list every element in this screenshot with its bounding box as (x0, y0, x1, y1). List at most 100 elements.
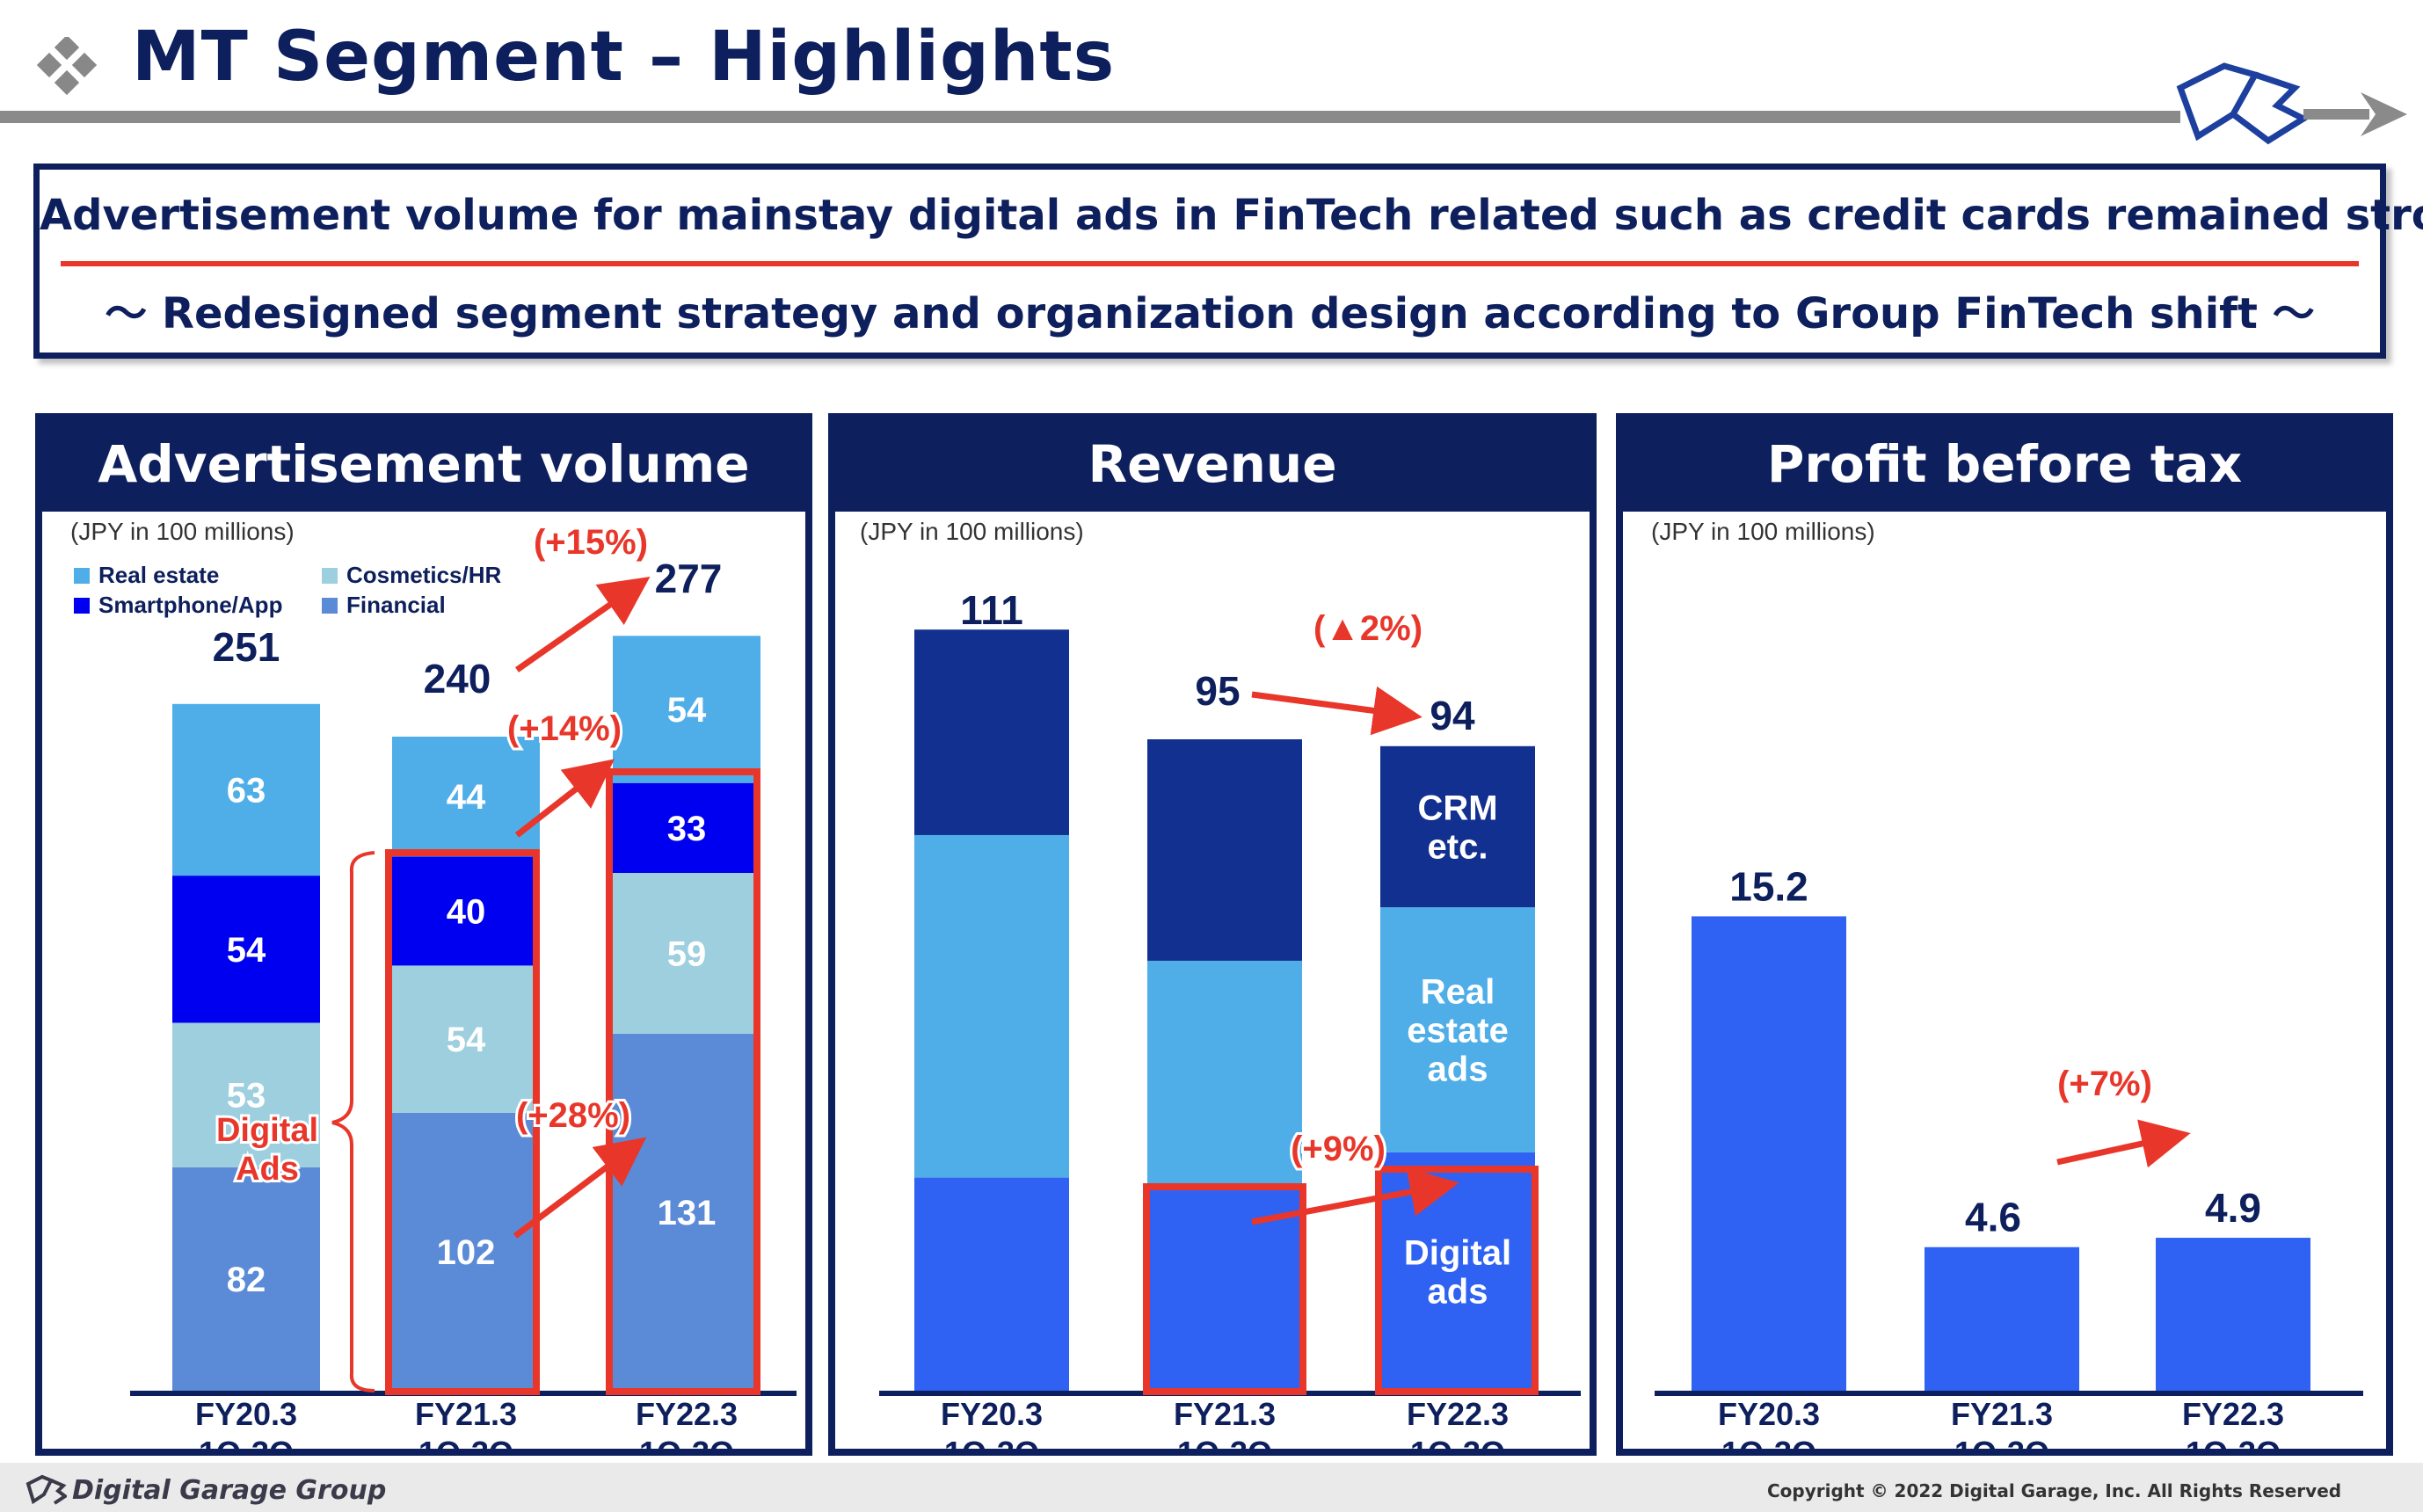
rev-segment-label: ads (1428, 1272, 1488, 1311)
legend-swatch-smartphone (74, 598, 90, 614)
rev-digital-box-fy21 (1143, 1183, 1306, 1395)
ad-tick-label: FY20.3 (195, 1396, 297, 1432)
rev-tick-label: 1Q-3Q (1177, 1435, 1272, 1449)
ad-value-label: 131 (658, 1194, 717, 1232)
pbt-bar (1925, 1247, 2079, 1391)
rev-segment-label: CRM (1417, 789, 1497, 827)
digital-growth-arrow (514, 759, 615, 838)
legend-financial: Financial (346, 592, 446, 618)
rev-digital-growth-label: (+9%) (1291, 1130, 1386, 1168)
ad-bar-smartphone-app (172, 876, 320, 1023)
ad-value-label: 63 (227, 771, 266, 810)
ad-bar-smartphone-app (613, 782, 760, 873)
diamond-bullet-icon (37, 37, 97, 96)
rev-segment-label: etc. (1428, 827, 1488, 866)
ad-volume-title: Advertisement volume (42, 420, 805, 512)
ad-tick-label: FY21.3 (415, 1396, 517, 1432)
ad-value-label: 82 (227, 1261, 266, 1299)
pbt-tick-label: 1Q-3Q (1954, 1435, 2049, 1449)
ad-volume-chart: (JPY in 100 millions) Real estate Smartp… (70, 518, 797, 1449)
rev-tick-label: FY21.3 (1174, 1396, 1276, 1432)
ad-value-label: 59 (667, 934, 707, 973)
ad-tick-label: FY22.3 (636, 1396, 738, 1432)
ad-value-label: 33 (667, 810, 707, 848)
rev-total-label: 111 (960, 587, 1023, 633)
ad-value-label: 40 (447, 892, 486, 931)
ad-value-label: 54 (227, 931, 266, 970)
total-growth-arrow (514, 576, 651, 672)
pbt-growth-arrow (2056, 1119, 2191, 1168)
revenue-title: Revenue (835, 420, 1590, 512)
ad-bar-smartphone-app (392, 856, 540, 966)
ad-total-label: 240 (424, 656, 491, 701)
pbt-bar (2156, 1238, 2310, 1391)
ad-tick-label: 1Q-3Q (639, 1435, 734, 1449)
rev-segment-label: ads (1428, 1050, 1488, 1088)
pbt-tick-label: FY22.3 (2182, 1396, 2284, 1432)
legend-smartphone: Smartphone/App (98, 592, 282, 618)
total-growth-label: (+15%) (534, 523, 648, 562)
rev-bar-crm-etc (1147, 739, 1302, 961)
title-rule (0, 111, 2180, 123)
rev-bar-digital-ads (914, 1177, 1069, 1391)
financial-growth-arrow (513, 1137, 647, 1239)
rev-total-arrow (1251, 686, 1423, 736)
profit-panel: Profit before tax (JPY in 100 millions) … (1616, 413, 2393, 1456)
rev-segment-label: estate (1407, 1011, 1509, 1050)
digital-box-fy22 (606, 768, 760, 1395)
page-title: MT Segment – Highlights (132, 18, 1116, 97)
pbt-tick-label: 1Q-3Q (1721, 1435, 1816, 1449)
ad-tick-label: 1Q-3Q (418, 1435, 513, 1449)
rev-total-label: 94 (1430, 693, 1475, 738)
footer-brand: Digital Garage Group (72, 1475, 387, 1506)
footer-band (0, 1463, 2423, 1512)
pbt-value-label: 4.6 (1965, 1195, 2021, 1240)
ad-bar-financial (172, 1167, 320, 1391)
rev-tick-label: FY20.3 (941, 1396, 1043, 1432)
banner-headline: Advertisement volume for mainstay digita… (40, 191, 2423, 240)
digital-box-fy21 (385, 849, 540, 1395)
rev-tick-label: 1Q-3Q (1410, 1435, 1505, 1449)
dg-logo-icon (2176, 62, 2407, 145)
rev-total-change-label: (▲2%) (1313, 609, 1423, 648)
rev-bar-real-estate-ads (1380, 907, 1535, 1152)
pbt-unit-note: (JPY in 100 millions) (1651, 518, 1875, 545)
legend-swatch-financial (322, 598, 338, 614)
pbt-value-label: 15.2 (1729, 863, 1808, 909)
digital-bracket (331, 851, 375, 1392)
pbt-value-label: 4.9 (2205, 1185, 2261, 1231)
ad-value-label: 54 (447, 1021, 486, 1059)
footer-copyright: Copyright © 2022 Digital Garage, Inc. Al… (1767, 1480, 2342, 1501)
ad-tick-label: 1Q-3Q (199, 1435, 294, 1449)
legend-real-estate: Real estate (98, 562, 219, 588)
revenue-chart: (JPY in 100 millions) 11195DigitaladsRea… (860, 518, 1581, 1449)
rev-unit-note: (JPY in 100 millions) (860, 518, 1084, 545)
rev-segment-label: Digital (1404, 1233, 1511, 1272)
digital-ads-label-1: Digital (216, 1112, 318, 1149)
pbt-tick-label: FY20.3 (1718, 1396, 1820, 1432)
rev-digital-arrow (1251, 1167, 1459, 1225)
revenue-panel: Revenue (JPY in 100 millions) 111 95 Digit… (828, 413, 1597, 1456)
ad-total-label: 277 (655, 556, 723, 601)
ad-value-label: 44 (447, 778, 486, 817)
legend-cosmetics: Cosmetics/HR (346, 562, 501, 588)
headline-banner: Advertisement volume for mainstay digita… (33, 164, 2423, 359)
ad-unit-note: (JPY in 100 millions) (70, 518, 295, 545)
footer-logo-icon (25, 1474, 67, 1505)
profit-title: Profit before tax (1623, 420, 2386, 512)
ad-total-label: 251 (213, 624, 280, 670)
pbt-tick-label: FY21.3 (1951, 1396, 2053, 1432)
rev-bar-crm-etc (1380, 745, 1535, 908)
rev-bar-digital-ads (1147, 1189, 1302, 1391)
ad-bar-financial (613, 1033, 760, 1391)
ad-value-label: 53 (227, 1077, 266, 1116)
legend-swatch-cosmetics (322, 568, 338, 584)
banner-divider (61, 261, 2359, 266)
ad-bar-cosmetics-hr (392, 965, 540, 1113)
digital-growth-label: (+14%) (507, 709, 622, 748)
profit-chart: (JPY in 100 millions) 15.2 4.6 4.9 FY20.3 1Q… (1651, 518, 2363, 1449)
ad-bar-cosmetics-hr (613, 873, 760, 1034)
ad-value-label: 54 (667, 691, 707, 730)
rev-segment-label: Real (1421, 972, 1495, 1011)
ad-volume-panel: Advertisement volume (JPY in 100 million… (35, 413, 812, 1456)
